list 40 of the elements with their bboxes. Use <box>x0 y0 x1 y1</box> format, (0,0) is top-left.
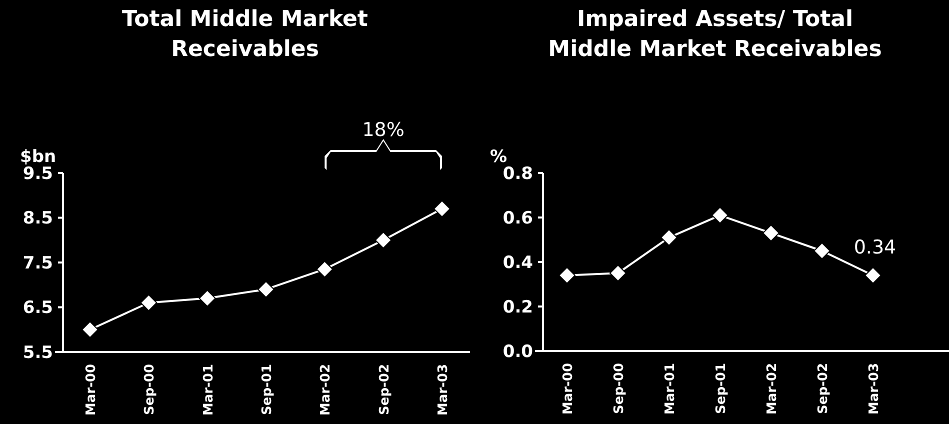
chart-title: Impaired Assets/ Total Middle Market Receivables <box>548 7 882 62</box>
x-tick-label: Sep-01 <box>714 363 729 414</box>
point <box>558 266 576 284</box>
x-tick-label: Mar-02 <box>765 363 780 415</box>
point <box>434 200 450 218</box>
point <box>198 290 216 307</box>
x-tick-label: Sep-01 <box>260 364 275 415</box>
point <box>316 260 334 278</box>
x-tick-label: Sep-02 <box>816 363 831 414</box>
y-tick-label: 0.6 <box>502 208 533 228</box>
point <box>140 294 158 312</box>
y-tick-label: 0.0 <box>502 342 534 362</box>
y-tick-label: 5.5 <box>22 342 53 363</box>
x-tick-label: Sep-00 <box>142 364 158 415</box>
text: 18% <box>362 119 404 141</box>
point <box>762 224 780 242</box>
y-tick-label: 6.5 <box>22 298 53 318</box>
y-tick-label: 8.5 <box>22 208 53 229</box>
x-tick-label: Mar-00 <box>561 363 576 415</box>
point <box>610 264 626 282</box>
data-label: 0.34 <box>854 236 896 258</box>
x-tick-label: Mar-03 <box>867 363 882 415</box>
point <box>82 321 98 338</box>
point <box>374 232 392 249</box>
chart-title: Total Middle Market Receivables <box>122 7 368 62</box>
y-tick-label: 0.2 <box>502 297 533 318</box>
point <box>258 280 274 298</box>
point <box>864 266 882 284</box>
x-tick-label: Mar-01 <box>201 364 216 416</box>
x-tick-label: Mar-01 <box>663 363 678 415</box>
y-tick-label: 7.5 <box>22 253 53 274</box>
x-tick-label: Sep-00 <box>612 363 627 414</box>
x-tick-label: Mar-02 <box>318 364 334 416</box>
point <box>814 242 830 260</box>
x-tick-label: Mar-03 <box>436 364 451 416</box>
point <box>712 206 728 224</box>
y-tick-label: 0.4 <box>502 252 534 273</box>
x-tick-label: Sep-02 <box>377 364 392 415</box>
x-tick-label: Mar-00 <box>84 364 99 416</box>
point <box>660 229 678 246</box>
